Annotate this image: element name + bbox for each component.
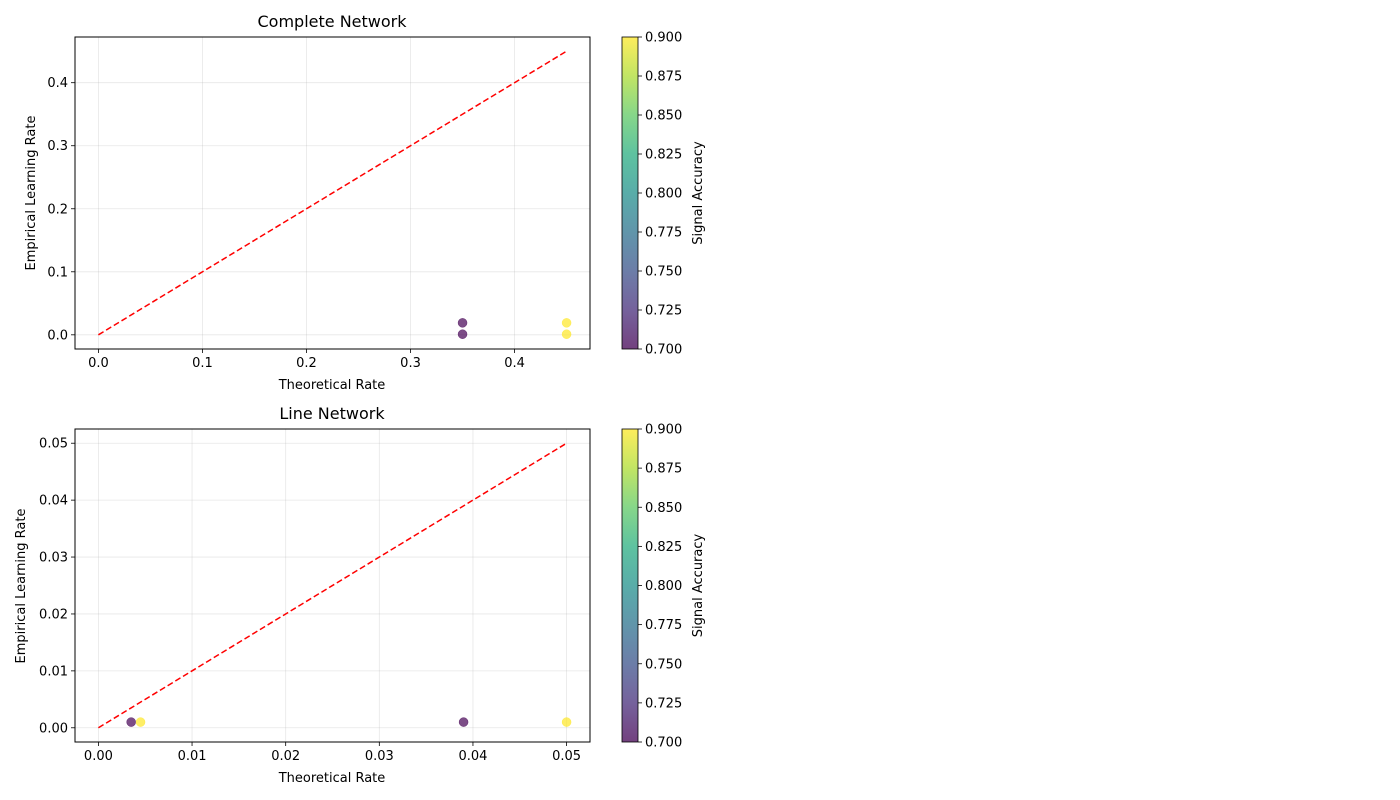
x-tick-label: 0.00 [84, 749, 113, 764]
reference-line [98, 50, 567, 336]
x-tick-label: 0.3 [400, 356, 421, 371]
colorbar-label: Signal Accuracy [691, 533, 706, 637]
scatter-point [457, 318, 468, 328]
colorbar-tick-label: 0.850 [645, 501, 682, 516]
y-tick-label: 0.0 [47, 328, 68, 343]
scatter-point [135, 717, 146, 727]
x-axis-label: Theoretical Rate [278, 771, 386, 786]
y-tick-label: 0.04 [39, 494, 68, 509]
colorbar-tick-label: 0.750 [645, 657, 682, 672]
colorbar-label: Signal Accuracy [691, 141, 706, 245]
x-tick-label: 0.0 [88, 356, 109, 371]
colorbar-tick-label: 0.875 [645, 70, 682, 85]
y-tick-label: 0.00 [39, 721, 68, 736]
x-tick-label: 0.03 [365, 749, 394, 764]
colorbar-tick-label: 0.700 [645, 736, 682, 751]
colorbar-tick-label: 0.750 [645, 265, 682, 280]
y-tick-label: 0.3 [47, 139, 68, 154]
line-network-panel: Line Network 0.00 0.01 0.02 0.03 0.04 0.05 0.… [14, 404, 706, 786]
colorbar-tick-label: 0.850 [645, 109, 682, 124]
y-tick-label: 0.4 [47, 76, 68, 91]
y-axis-label: Empirical Learning Rate [24, 116, 39, 271]
colorbar-tick-label: 0.800 [645, 187, 682, 202]
x-tick-label: 0.4 [504, 356, 525, 371]
colorbar-tick-label: 0.725 [645, 696, 682, 711]
colorbar-tick-label: 0.800 [645, 579, 682, 594]
x-tick-label: 0.04 [458, 749, 487, 764]
scatter-point [457, 329, 468, 339]
colorbar-tick-label: 0.775 [645, 226, 682, 241]
y-tick-label: 0.03 [39, 551, 68, 566]
y-tick-label: 0.05 [39, 437, 68, 452]
reference-line [98, 442, 567, 729]
x-tick-label: 0.2 [296, 356, 317, 371]
y-tick-label: 0.1 [47, 265, 68, 280]
y-tick-label: 0.2 [47, 202, 68, 217]
colorbar-tick-label: 0.875 [645, 462, 682, 477]
complete-network-panel: Complete Network 0.0 0.1 0.2 0.3 0.4 0.0 0.1 0… [24, 12, 706, 393]
scatter-point [458, 717, 469, 727]
colorbar-tick-label: 0.825 [645, 148, 682, 163]
scatter-point [561, 318, 572, 328]
chart-title: Line Network [279, 404, 385, 423]
scatter-point [561, 717, 572, 727]
y-axis-label: Empirical Learning Rate [14, 509, 29, 664]
y-tick-label: 0.02 [39, 607, 68, 622]
x-tick-label: 0.02 [271, 749, 300, 764]
scatter-point [126, 717, 136, 727]
x-tick-label: 0.05 [552, 749, 581, 764]
x-axis-label: Theoretical Rate [278, 378, 386, 393]
colorbar-tick-label: 0.775 [645, 618, 682, 633]
plot-frame [74, 428, 591, 743]
chart-title: Complete Network [258, 12, 408, 31]
colorbar-tick-label: 0.725 [645, 304, 682, 319]
colorbar-tick-label: 0.825 [645, 540, 682, 555]
colorbar-tick-label: 0.700 [645, 343, 682, 358]
x-tick-label: 0.1 [192, 356, 213, 371]
y-tick-label: 0.01 [39, 664, 68, 679]
colorbar-gradient [622, 37, 638, 349]
scatter-point [561, 329, 572, 339]
colorbar-gradient [622, 429, 638, 742]
x-tick-label: 0.01 [178, 749, 207, 764]
colorbar-tick-label: 0.900 [645, 31, 682, 46]
colorbar-tick-label: 0.900 [645, 423, 682, 438]
plot-frame [74, 36, 591, 350]
